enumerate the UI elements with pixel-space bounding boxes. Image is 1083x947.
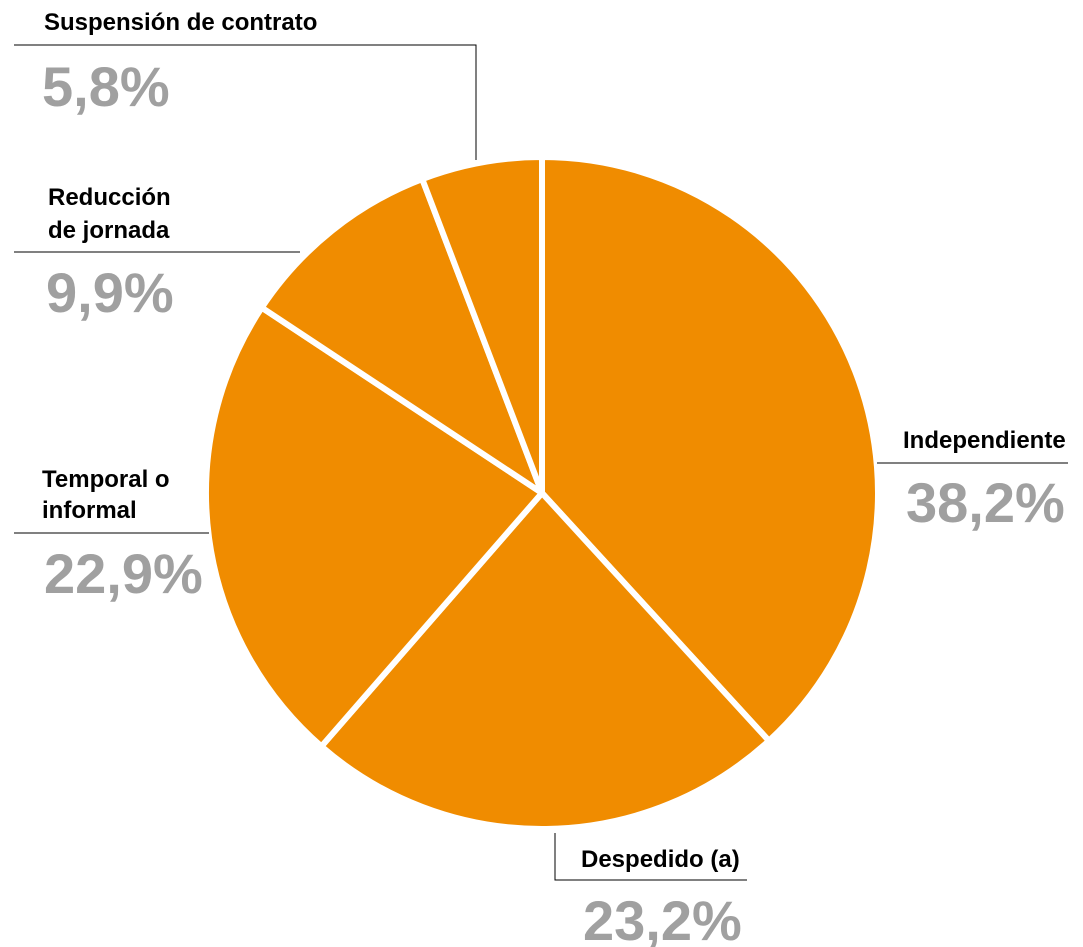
leader-lines [14, 44, 1068, 881]
pie-slice-suspension [419, 154, 545, 496]
slice-label-reduccion-line-2: de jornada [48, 217, 170, 244]
slice-label-independiente: Independiente [903, 427, 1066, 454]
slice-label-suspension: Suspensión de contrato [44, 9, 317, 36]
slice-label-temporal-line-1: Temporal o [42, 466, 170, 493]
slice-label-reduccion: Reducción de jornada [48, 184, 177, 244]
slice-label-reduccion-line-1: Reducción [48, 184, 171, 211]
pie-slices [203, 154, 881, 832]
pie-slice-independiente [539, 154, 881, 744]
slice-value-independiente: 38,2% [906, 471, 1065, 534]
slice-value-despedido: 23,2% [583, 889, 742, 947]
slice-value-temporal: 22,9% [44, 542, 203, 605]
pie-slice-temporal [203, 304, 545, 750]
leader-line-despedido [554, 833, 747, 881]
pie-slice-reduccion [258, 176, 545, 496]
slice-label-temporal: Temporal o informal [42, 466, 176, 524]
slice-label-temporal-line-2: informal [42, 497, 137, 524]
leader-line-suspension [14, 44, 477, 160]
slice-value-suspension: 5,8% [42, 55, 170, 118]
slice-label-despedido: Despedido (a) [581, 846, 740, 873]
slice-value-reduccion: 9,9% [46, 261, 174, 324]
pie-slice-despedido [318, 490, 772, 832]
